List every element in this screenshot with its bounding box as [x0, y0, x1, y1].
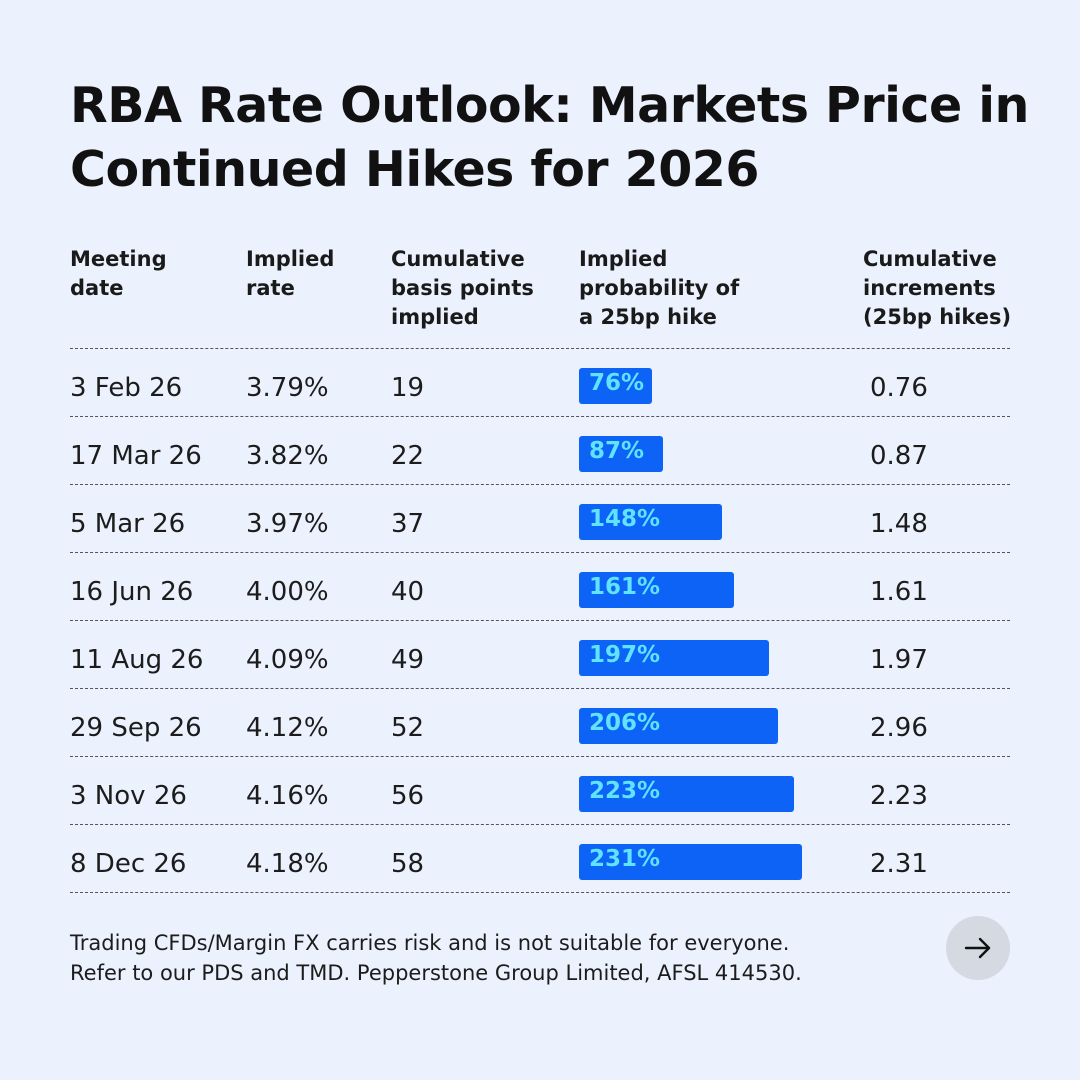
header-cumulative-bp-line: implied	[391, 305, 479, 329]
row-divider	[70, 688, 1010, 689]
cumulative-bp-cell: 49	[391, 645, 425, 675]
probability-bar-label: 148%	[589, 506, 661, 532]
meeting-date-cell: 8 Dec 26	[70, 849, 187, 879]
increments-cell: 2.23	[870, 781, 928, 811]
header-increments-line: (25bp hikes)	[863, 305, 1012, 329]
arrow-right-icon	[964, 937, 991, 959]
probability-bar-label: 76%	[589, 370, 645, 396]
header-probability-line: a 25bp hike	[579, 305, 717, 329]
cumulative-bp-cell: 37	[391, 509, 425, 539]
probability-bar: 197%	[579, 640, 769, 676]
header-implied-rate: Implied rate	[246, 245, 334, 303]
cumulative-bp-cell: 52	[391, 713, 425, 743]
increments-cell: 2.96	[870, 713, 928, 743]
probability-bar-label: 231%	[589, 846, 661, 872]
implied-rate-cell: 4.00%	[246, 577, 329, 607]
disclaimer-line-2: Refer to our PDS and TMD. Pepperstone Gr…	[70, 961, 802, 985]
meeting-date-cell: 16 Jun 26	[70, 577, 194, 607]
meeting-date-cell: 3 Nov 26	[70, 781, 187, 811]
title-line-2: Continued Hikes for 2026	[70, 141, 759, 198]
probability-bar: 231%	[579, 844, 802, 880]
probability-bar: 148%	[579, 504, 722, 540]
implied-rate-cell: 3.79%	[246, 373, 329, 403]
probability-bar: 76%	[579, 368, 652, 404]
disclaimer-line-1: Trading CFDs/Margin FX carries risk and …	[70, 931, 790, 955]
probability-bar-label: 197%	[589, 642, 661, 668]
next-button[interactable]	[946, 916, 1010, 980]
implied-rate-cell: 4.09%	[246, 645, 329, 675]
cumulative-bp-cell: 19	[391, 373, 425, 403]
probability-bar: 206%	[579, 708, 778, 744]
probability-bar-label: 161%	[589, 574, 661, 600]
increments-cell: 0.76	[870, 373, 928, 403]
implied-rate-cell: 4.18%	[246, 849, 329, 879]
row-divider	[70, 620, 1010, 621]
risk-disclaimer: Trading CFDs/Margin FX carries risk and …	[70, 928, 910, 988]
probability-bar-label: 206%	[589, 710, 661, 736]
implied-rate-cell: 3.82%	[246, 441, 329, 471]
header-cumulative-bp-line: Cumulative	[391, 247, 525, 271]
header-meeting-date-line: Meeting	[70, 247, 167, 271]
header-meeting-date: Meeting date	[70, 245, 167, 303]
probability-bar-label: 87%	[589, 438, 645, 464]
row-divider	[70, 824, 1010, 825]
implied-rate-cell: 3.97%	[246, 509, 329, 539]
increments-cell: 0.87	[870, 441, 928, 471]
header-probability-line: probability of	[579, 276, 740, 300]
meeting-date-cell: 3 Feb 26	[70, 373, 183, 403]
meeting-date-cell: 29 Sep 26	[70, 713, 202, 743]
header-probability: Implied probability of a 25bp hike	[579, 245, 739, 332]
header-cumulative-bp-line: basis points	[391, 276, 534, 300]
title-line-1: RBA Rate Outlook: Markets Price in	[70, 77, 1029, 134]
meeting-date-cell: 17 Mar 26	[70, 441, 202, 471]
increments-cell: 1.97	[870, 645, 928, 675]
increments-cell: 1.61	[870, 577, 928, 607]
header-meeting-date-line: date	[70, 276, 124, 300]
header-probability-line: Implied	[579, 247, 668, 271]
header-cumulative-bp: Cumulative basis points implied	[391, 245, 534, 332]
row-divider	[70, 348, 1010, 349]
row-divider	[70, 552, 1010, 553]
probability-bar: 161%	[579, 572, 734, 608]
cumulative-bp-cell: 22	[391, 441, 425, 471]
probability-bar-label: 223%	[589, 778, 661, 804]
increments-cell: 2.31	[870, 849, 928, 879]
implied-rate-cell: 4.12%	[246, 713, 329, 743]
implied-rate-cell: 4.16%	[246, 781, 329, 811]
row-divider	[70, 756, 1010, 757]
probability-bar: 223%	[579, 776, 794, 812]
header-increments: Cumulative increments (25bp hikes)	[863, 245, 1011, 332]
cumulative-bp-cell: 56	[391, 781, 425, 811]
header-implied-rate-line: rate	[246, 276, 295, 300]
row-divider	[70, 892, 1010, 893]
header-increments-line: increments	[863, 276, 996, 300]
header-implied-rate-line: Implied	[246, 247, 335, 271]
row-divider	[70, 416, 1010, 417]
increments-cell: 1.48	[870, 509, 928, 539]
meeting-date-cell: 11 Aug 26	[70, 645, 204, 675]
probability-bar: 87%	[579, 436, 663, 472]
cumulative-bp-cell: 40	[391, 577, 425, 607]
meeting-date-cell: 5 Mar 26	[70, 509, 186, 539]
row-divider	[70, 484, 1010, 485]
cumulative-bp-cell: 58	[391, 849, 425, 879]
page-title: RBA Rate Outlook: Markets Price in Conti…	[70, 74, 1030, 202]
header-increments-line: Cumulative	[863, 247, 997, 271]
